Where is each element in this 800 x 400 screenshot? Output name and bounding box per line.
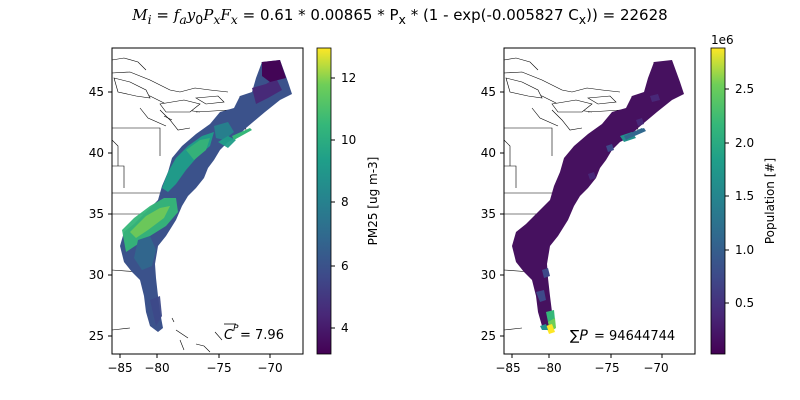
- pm25-ytick-label: 35: [89, 207, 104, 221]
- population-axes-frame: [503, 47, 696, 355]
- pm25-colorbar-tick-label: 4: [341, 321, 349, 335]
- population-ytick-label: 35: [481, 207, 496, 221]
- pm25-colorbar-gradient: [316, 47, 332, 355]
- population-y-ticks: [500, 91, 504, 337]
- population-colorbar-offset: 1e6: [711, 33, 734, 47]
- figure-title: Mi = fay0PxFx = 0.61 * 0.00865 * Px * (1…: [132, 6, 668, 27]
- population-xtick-label: −70: [643, 361, 668, 375]
- svg-text:C: C: [224, 328, 234, 343]
- pm25-colorbar-label: PM25 [ug m-3]: [366, 157, 380, 246]
- population-colorbar-tick-labels: 2.5 2.0 1.5 1.0 0.5: [735, 82, 754, 310]
- pm25-colorbar-ticks: [331, 77, 335, 329]
- pm25-map-panel: −85 −80 −75 −70 45 40 35 30 25: [89, 47, 304, 375]
- pm25-ytick-label: 30: [89, 268, 104, 282]
- population-y-tick-labels: 45 40 35 30 25: [481, 85, 496, 343]
- pm25-xtick-label: −75: [206, 361, 231, 375]
- pm25-xtick-label: −85: [107, 361, 132, 375]
- population-colorbar-tick-label: 1.5: [735, 189, 754, 203]
- pm25-colorbar: 12 10 8 6 4 PM25 [ug m-3]: [316, 47, 380, 355]
- population-map-geography: [504, 57, 684, 334]
- population-colorbar-tick-label: 2.0: [735, 136, 754, 150]
- pm25-colorbar-tick-label: 12: [341, 71, 356, 85]
- pm25-xtick-label: −80: [144, 361, 169, 375]
- population-xtick-label: −80: [536, 361, 561, 375]
- pm25-x-tick-labels: −85 −80 −75 −70: [107, 361, 282, 375]
- pm25-y-tick-labels: 45 40 35 30 25: [89, 85, 104, 343]
- pm25-x-ticks: [119, 354, 271, 358]
- pm25-colorbar-tick-label: 10: [341, 133, 356, 147]
- pm25-ytick-label: 25: [89, 329, 104, 343]
- population-colorbar-label: Population [#]: [763, 158, 777, 244]
- great-lakes: [113, 77, 225, 113]
- long-island: [624, 128, 644, 140]
- pm25-ytick-label: 40: [89, 146, 104, 160]
- population-ytick-label: 40: [481, 146, 496, 160]
- great-lakes: [505, 77, 617, 113]
- pm25-xtick-label: −70: [257, 361, 282, 375]
- population-x-ticks: [511, 354, 663, 358]
- svg-text:= 94644744: = 94644744: [594, 329, 675, 344]
- population-sum-annotation: ∑P = 94644744: [570, 328, 675, 344]
- pm25-ytick-label: 45: [89, 85, 104, 99]
- population-ytick-label: 30: [481, 268, 496, 282]
- pm25-mean-annotation: C P = 7.96: [224, 323, 284, 343]
- svg-text:= 7.96: = 7.96: [240, 328, 284, 343]
- population-map-panel: −85 −80 −75 −70 45 40 35 30 25 ∑P: [481, 47, 696, 375]
- population-colorbar-tick-label: 0.5: [735, 296, 754, 310]
- pm25-colorbar-tick-label: 6: [341, 259, 349, 273]
- svg-text:P: P: [233, 324, 239, 334]
- population-colorbar-tick-label: 2.5: [735, 82, 754, 96]
- population-xtick-label: −75: [594, 361, 619, 375]
- population-xtick-label: −85: [495, 361, 520, 375]
- population-colorbar: 1e6 2.5 2.0 1.5 1.0 0.5 Population [#]: [710, 33, 777, 355]
- pm25-colorbar-tick-labels: 12 10 8 6 4: [341, 71, 356, 335]
- population-x-tick-labels: −85 −80 −75 −70: [495, 361, 668, 375]
- pm25-axes-frame: [111, 47, 304, 355]
- population-ytick-label: 25: [481, 329, 496, 343]
- pm25-map-geography: [112, 57, 292, 353]
- population-colorbar-gradient: [710, 47, 726, 355]
- population-ytick-label: 45: [481, 85, 496, 99]
- population-colorbar-tick-label: 1.0: [735, 243, 754, 257]
- population-colorbar-ticks: [725, 88, 729, 304]
- pm25-colorbar-tick-label: 8: [341, 195, 349, 209]
- pm25-hotspots: [122, 60, 286, 326]
- svg-text:∑P: ∑P: [570, 328, 588, 344]
- pm25-y-ticks: [108, 91, 112, 337]
- long-island: [232, 128, 252, 140]
